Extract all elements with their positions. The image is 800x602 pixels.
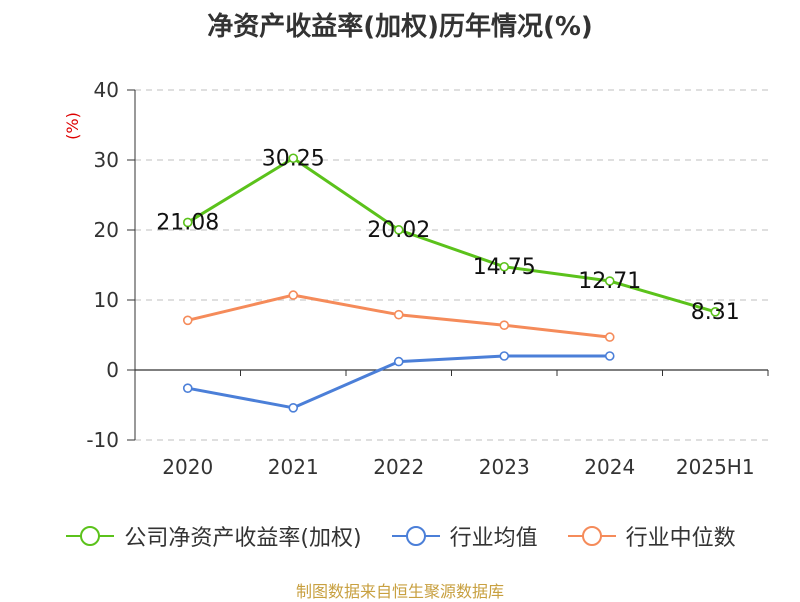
x-tick-label: 2022: [373, 455, 424, 479]
legend-label-industry-mean: 行业均值: [449, 526, 538, 551]
data-point: [393, 309, 404, 320]
data-label: 21.08: [156, 210, 219, 235]
chart-title: 净资产收益率(加权)历年情况(%): [207, 12, 593, 42]
data-point: [710, 307, 721, 317]
data-point: [288, 290, 299, 300]
y-tick-label: 0: [106, 358, 119, 382]
y-tick-label: 20: [94, 218, 119, 242]
y-axis-label: (%): [63, 112, 82, 140]
data-point: [182, 217, 193, 228]
series-line-0: [186, 156, 716, 314]
data-point: [393, 356, 404, 367]
legend-line-orange-icon: [567, 526, 616, 546]
data-point: [393, 225, 404, 235]
legend: 公司净资产收益率(加权) 行业均值 行业中位数: [0, 520, 800, 552]
data-labels: 21.08 30.25 20.02 14.75 12.71 8.31: [156, 146, 739, 325]
x-tick-label: 2023: [479, 455, 530, 479]
data-point: [604, 332, 615, 342]
y-tick-label: -10: [86, 428, 119, 452]
y-tick-label: 30: [94, 148, 119, 172]
x-tick-label: 2020: [162, 455, 213, 479]
x-tick-label: 2024: [584, 455, 635, 479]
x-tick-label: 2021: [268, 455, 319, 479]
legend-label-company: 公司净资产收益率(加权): [124, 526, 362, 551]
x-tick-label: 2025H1: [676, 455, 755, 479]
data-point: [288, 402, 299, 413]
data-label: 30.25: [262, 146, 325, 171]
data-point: [499, 351, 510, 361]
data-label: 8.31: [691, 300, 740, 325]
grid-lines: [135, 89, 768, 441]
data-point: [288, 153, 299, 164]
data-point: [604, 276, 615, 286]
series-layer: [182, 153, 721, 413]
data-label: 12.71: [578, 269, 641, 294]
data-label: 20.02: [367, 218, 430, 243]
legend-line-blue-icon: [391, 526, 440, 546]
y-tick-label: 10: [94, 288, 119, 312]
data-point: [182, 383, 193, 394]
legend-label-industry-median: 行业中位数: [625, 526, 736, 551]
data-point: [182, 315, 193, 326]
data-point: [604, 351, 615, 361]
axes: 40 30 20 10 0 -10 2020 2021 2022 2023 2024 2025H1: [86, 78, 769, 479]
data-label: 14.75: [473, 255, 536, 280]
data-point: [499, 320, 510, 331]
data-point: [499, 261, 510, 272]
legend-item-industry-median[interactable]: 行业中位数: [566, 520, 736, 552]
legend-line-green-icon: [66, 526, 115, 546]
legend-item-industry-mean[interactable]: 行业均值: [390, 520, 538, 552]
source-note: 制图数据来自恒生聚源数据库: [295, 582, 504, 601]
y-tick-label: 40: [94, 78, 119, 102]
legend-item-company[interactable]: 公司净资产收益率(加权): [64, 520, 362, 552]
